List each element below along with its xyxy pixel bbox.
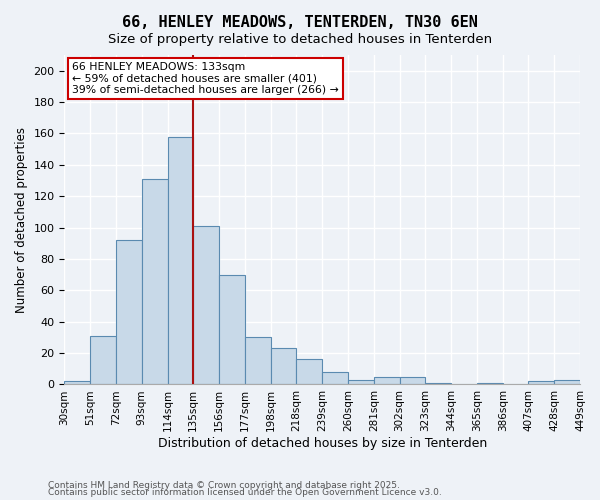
Bar xyxy=(90,336,116,384)
Bar xyxy=(245,338,271,384)
Bar xyxy=(193,226,219,384)
X-axis label: Distribution of detached houses by size in Tenterden: Distribution of detached houses by size … xyxy=(158,437,487,450)
Bar xyxy=(374,376,400,384)
Bar xyxy=(167,136,193,384)
Bar xyxy=(64,382,90,384)
Text: Contains public sector information licensed under the Open Government Licence v3: Contains public sector information licen… xyxy=(48,488,442,497)
Bar xyxy=(400,376,425,384)
Y-axis label: Number of detached properties: Number of detached properties xyxy=(15,126,28,312)
Bar xyxy=(554,380,580,384)
Bar xyxy=(296,360,322,384)
Bar xyxy=(271,348,296,384)
Text: Size of property relative to detached houses in Tenterden: Size of property relative to detached ho… xyxy=(108,32,492,46)
Text: Contains HM Land Registry data © Crown copyright and database right 2025.: Contains HM Land Registry data © Crown c… xyxy=(48,480,400,490)
Text: 66, HENLEY MEADOWS, TENTERDEN, TN30 6EN: 66, HENLEY MEADOWS, TENTERDEN, TN30 6EN xyxy=(122,15,478,30)
Bar xyxy=(477,383,503,384)
Bar xyxy=(425,383,451,384)
Bar xyxy=(219,274,245,384)
Bar xyxy=(348,380,374,384)
Bar xyxy=(116,240,142,384)
Bar xyxy=(529,382,554,384)
Text: 66 HENLEY MEADOWS: 133sqm
← 59% of detached houses are smaller (401)
39% of semi: 66 HENLEY MEADOWS: 133sqm ← 59% of detac… xyxy=(72,62,339,95)
Bar xyxy=(322,372,348,384)
Bar xyxy=(142,179,167,384)
